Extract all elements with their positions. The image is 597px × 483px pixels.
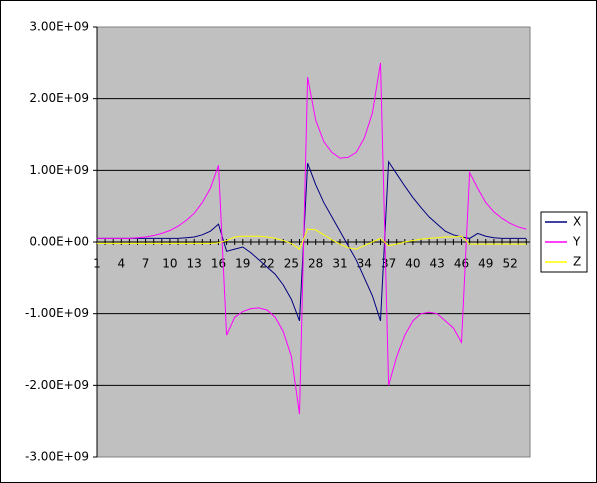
x-tick-label: 40	[405, 257, 420, 271]
x-tick-label: 43	[430, 257, 445, 271]
y-tick-label: 0.00E+00	[29, 235, 89, 249]
y-tick-label: -2.00E+09	[25, 378, 89, 392]
x-tick-label: 1	[93, 257, 101, 271]
series-line	[97, 62, 527, 415]
x-tick-label: 10	[162, 257, 177, 271]
x-tick-label: 52	[502, 257, 517, 271]
y-tick-label: 2.00E+09	[29, 91, 89, 105]
x-tick-label: 37	[381, 257, 396, 271]
series-line	[97, 228, 527, 250]
x-tick-label: 7	[142, 257, 150, 271]
x-tick-label: 49	[478, 257, 493, 271]
x-tick-label: 16	[211, 257, 226, 271]
x-tick-label: 34	[357, 257, 372, 271]
legend-label: Z	[573, 255, 581, 269]
series-line	[97, 160, 527, 322]
y-tick-label: -1.00E+09	[25, 306, 89, 320]
x-tick-label: 31	[332, 257, 347, 271]
x-tick-label: 13	[187, 257, 202, 271]
x-tick-label: 25	[284, 257, 299, 271]
y-tick-label: 1.00E+09	[29, 163, 89, 177]
y-tick-label: 3.00E+09	[29, 20, 89, 34]
x-tick-label: 28	[308, 257, 323, 271]
legend-label: Y	[572, 235, 581, 249]
x-tick-label: 4	[117, 257, 125, 271]
x-tick-label: 19	[235, 257, 250, 271]
y-tick-label: -3.00E+09	[25, 450, 89, 464]
legend-label: X	[573, 215, 581, 229]
x-tick-label: 22	[259, 257, 274, 271]
x-tick-label: 46	[454, 257, 469, 271]
